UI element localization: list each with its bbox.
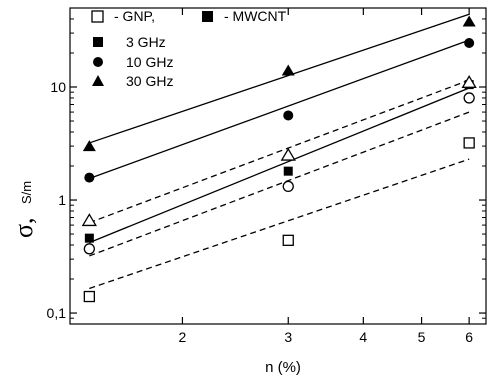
data-markers — [81, 15, 477, 303]
point-gnp-10ghz-1 — [282, 180, 294, 193]
legend: - GNP, - MWCNT 3 GHz 10 GHz 30 GHz — [91, 8, 287, 89]
point-mwcnt-10ghz-2 — [464, 38, 475, 49]
legend-marker-3ghz — [93, 37, 103, 47]
fit-line-mwcnt-3ghz — [89, 87, 470, 244]
legend-label-10ghz: 10 GHz — [126, 54, 173, 70]
axis-ticks: 2 3 4 5 6 0,1 1 10 — [47, 7, 486, 345]
fit-line-mwcnt-30ghz — [89, 13, 470, 144]
fit-line-gnp-10ghz — [89, 111, 470, 257]
point-gnp-3ghz-1 — [282, 234, 294, 246]
point-gnp-10ghz-2 — [463, 92, 475, 104]
x-tick-label-2: 4 — [359, 329, 367, 345]
x-tick-label-0: 2 — [179, 329, 187, 345]
fit-line-mwcnt-10ghz — [89, 39, 470, 180]
point-mwcnt-10ghz-0 — [84, 172, 95, 183]
legend-label-gnp: - GNP, — [114, 8, 155, 24]
point-mwcnt-30ghz-2 — [462, 15, 476, 27]
legend-marker-30ghz — [92, 75, 104, 86]
legend-marker-gnp — [91, 10, 104, 23]
legend-label-3ghz: 3 GHz — [126, 34, 166, 50]
point-mwcnt-10ghz-1 — [283, 110, 294, 121]
legend-label-30ghz: 30 GHz — [126, 73, 173, 89]
point-gnp-3ghz-2 — [463, 137, 475, 149]
y-tick-label-2: 10 — [50, 79, 66, 95]
x-tick-label-4: 6 — [465, 329, 473, 345]
point-mwcnt-30ghz-1 — [281, 64, 295, 76]
point-gnp-30ghz-2 — [461, 75, 477, 88]
point-gnp-10ghz-0 — [83, 243, 95, 255]
legend-marker-mwcnt — [202, 11, 213, 22]
y-axis-unit: S/m — [19, 181, 34, 204]
y-axis-symbol: σ, — [9, 217, 38, 238]
point-mwcnt-30ghz-0 — [82, 140, 96, 152]
y-axis-label: σ, S/m — [9, 181, 38, 238]
x-tick-label-1: 3 — [284, 329, 292, 345]
x-axis-label: n (%) — [265, 359, 301, 376]
point-mwcnt-3ghz-1 — [283, 166, 293, 176]
point-gnp-30ghz-0 — [81, 213, 97, 227]
point-mwcnt-3ghz-0 — [84, 233, 94, 243]
y-tick-label-1: 1 — [58, 192, 66, 208]
point-gnp-3ghz-0 — [83, 290, 95, 303]
fit-line-gnp-3ghz — [89, 158, 470, 290]
x-tick-label-3: 5 — [418, 329, 426, 345]
fit-line-gnp-30ghz — [89, 79, 470, 224]
point-gnp-30ghz-1 — [280, 147, 296, 161]
legend-label-mwcnt: - MWCNT — [224, 8, 287, 24]
legend-marker-10ghz — [93, 57, 103, 67]
fit-lines — [89, 13, 470, 290]
y-tick-label-0: 0,1 — [47, 305, 67, 321]
